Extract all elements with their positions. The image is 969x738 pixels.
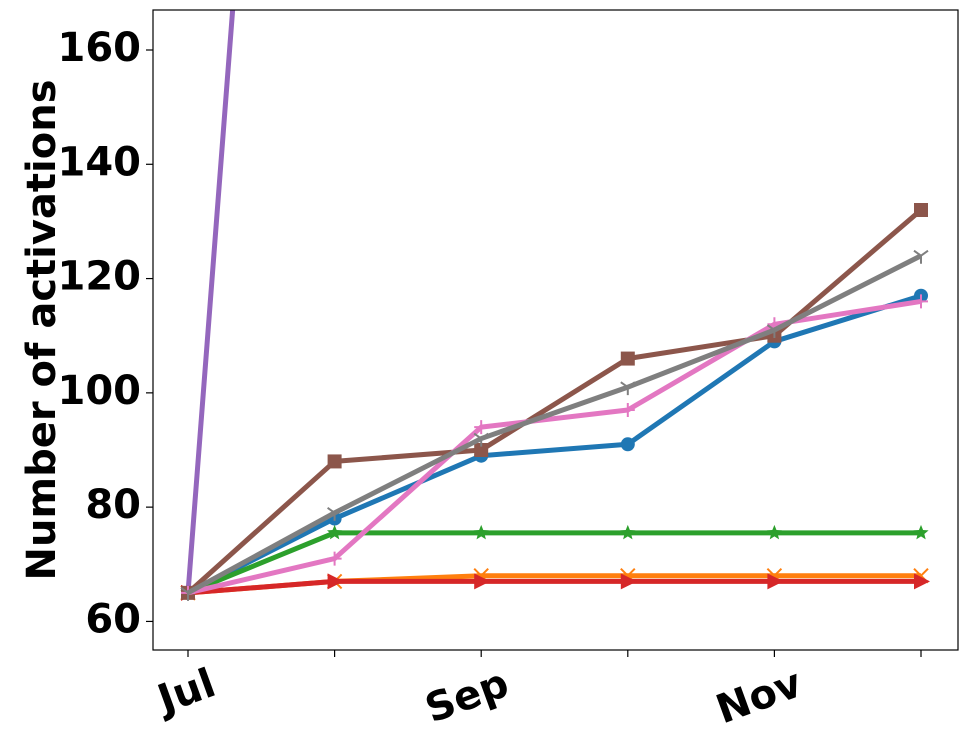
marker	[914, 294, 928, 309]
marker	[914, 203, 928, 217]
marker	[766, 524, 783, 540]
marker	[327, 551, 342, 566]
series-line	[185, 10, 236, 594]
marker	[620, 573, 637, 590]
marker	[180, 587, 196, 601]
x-tick-label: Jul	[149, 660, 221, 724]
y-tick-label: 160	[58, 25, 142, 71]
marker	[620, 524, 636, 540]
marker	[914, 573, 930, 590]
series-line	[187, 298, 922, 596]
marker	[473, 432, 489, 447]
y-tick-label: 80	[85, 482, 141, 528]
marker	[620, 381, 636, 396]
series-line	[186, 293, 922, 596]
plot-area	[180, 10, 930, 601]
series-line	[187, 578, 921, 596]
y-tick-label: 120	[58, 254, 142, 300]
marker	[620, 351, 635, 366]
marker	[327, 454, 342, 469]
y-tick-label: 140	[58, 139, 142, 185]
marker	[766, 324, 782, 338]
y-axis-label: Number of activations	[19, 79, 65, 580]
marker	[913, 524, 929, 540]
plot-frame	[152, 9, 959, 651]
x-tick-label: Sep	[419, 660, 514, 732]
marker	[913, 249, 929, 264]
x-tick-label: Nov	[710, 660, 808, 733]
marker	[620, 403, 635, 417]
marker	[473, 524, 489, 540]
marker	[767, 573, 784, 590]
y-tick-label: 100	[58, 368, 142, 414]
marker	[620, 437, 635, 452]
marker	[474, 443, 489, 457]
y-tick-label: 60	[85, 596, 141, 642]
series-line	[186, 253, 923, 596]
series-line	[187, 530, 921, 596]
marker	[474, 420, 489, 435]
marker	[327, 573, 344, 590]
series-line	[186, 208, 923, 595]
marker	[326, 524, 343, 540]
marker	[474, 573, 491, 590]
marker	[327, 507, 343, 521]
